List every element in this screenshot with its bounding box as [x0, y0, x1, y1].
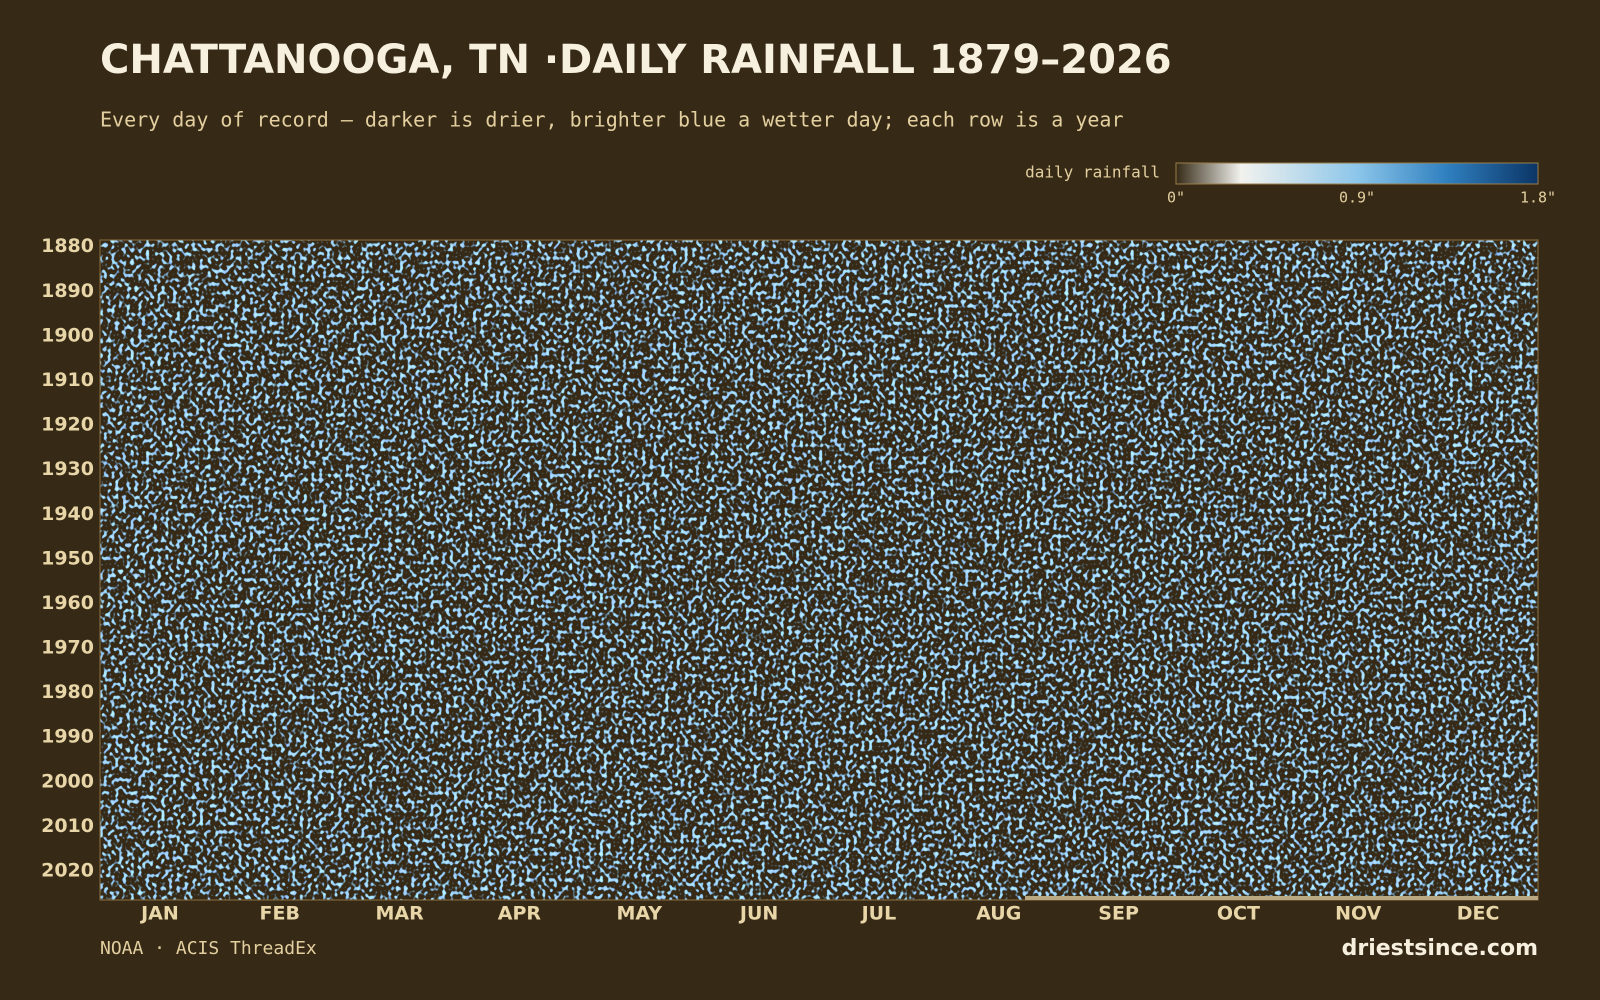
y-tick-label: 2010	[41, 815, 94, 837]
x-tick-label: NOV	[1335, 903, 1382, 925]
x-tick-label: DEC	[1457, 903, 1500, 925]
y-tick-label: 1910	[41, 369, 94, 391]
brand: driestsince.com	[1342, 936, 1538, 961]
y-tick-label: 1880	[41, 235, 94, 257]
y-tick-label: 1940	[41, 503, 94, 525]
x-tick-label: JAN	[139, 903, 179, 925]
y-tick-label: 1990	[41, 726, 94, 748]
plot-frame	[99, 239, 1539, 901]
y-tick-label: 2020	[41, 860, 94, 882]
x-tick-label: JUL	[860, 903, 897, 925]
y-tick-label: 1970	[41, 637, 94, 659]
x-tick-label: SEP	[1098, 903, 1139, 925]
chart-subtitle: Every day of record — darker is drier, b…	[100, 108, 1124, 132]
y-tick-label: 1930	[41, 458, 94, 480]
y-tick-label: 1920	[41, 414, 94, 436]
x-tick-label: JUN	[738, 903, 778, 925]
x-tick-label: APR	[498, 903, 542, 925]
y-tick-label: 1900	[41, 324, 94, 346]
source: NOAA · ACIS ThreadEx	[100, 938, 317, 959]
chart-title: CHATTANOOGA, TN ·DAILY RAINFALL 1879–202…	[100, 37, 1172, 83]
x-tick-label: FEB	[260, 903, 300, 925]
y-tick-label: 1950	[41, 547, 94, 569]
x-tick-label: MAY	[616, 903, 662, 925]
heatmap-texture	[100, 240, 1538, 900]
y-tick-label: 2000	[41, 770, 94, 792]
x-tick-label: AUG	[976, 903, 1021, 925]
colorbar-tick-label: 1.8"	[1520, 189, 1556, 207]
colorbar-tick-label: 0"	[1167, 189, 1185, 207]
colorbar-label: daily rainfall	[1025, 163, 1160, 182]
y-tick-label: 1980	[41, 681, 94, 703]
y-tick-label: 1890	[41, 280, 94, 302]
colorbar	[1175, 162, 1539, 185]
colorbar-tick-label: 0.9"	[1339, 189, 1375, 207]
x-tick-label: OCT	[1217, 903, 1260, 925]
y-tick-label: 1960	[41, 592, 94, 614]
x-tick-label: MAR	[375, 903, 424, 925]
